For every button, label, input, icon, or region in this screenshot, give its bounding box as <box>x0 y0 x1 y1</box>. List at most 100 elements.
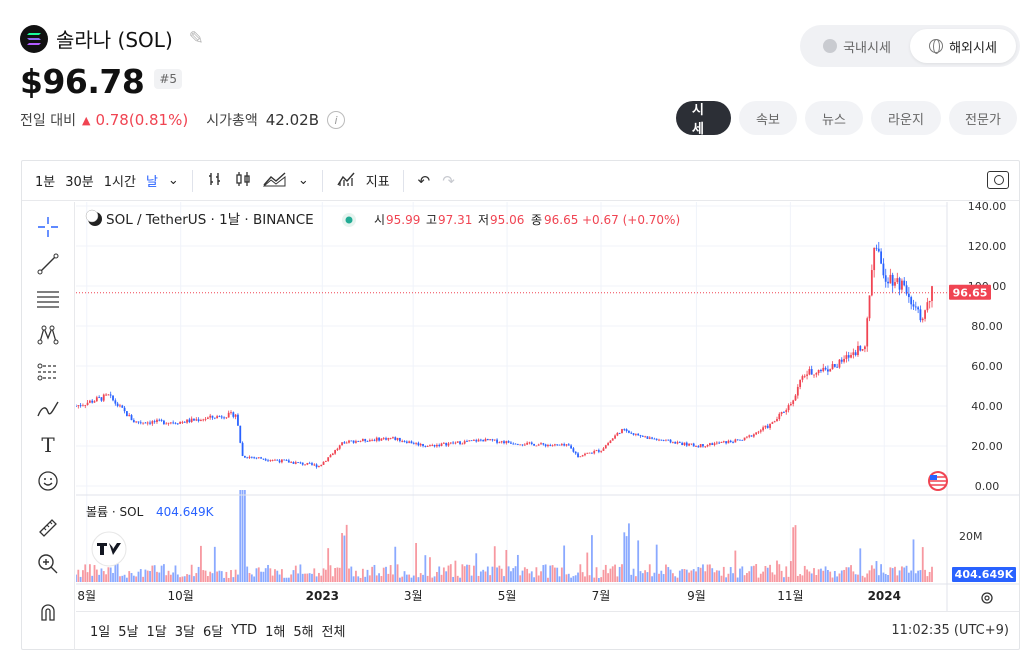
volume-bar <box>870 565 873 582</box>
volume-bar <box>429 557 431 582</box>
candle-body <box>623 429 626 430</box>
camera-snapshot-icon[interactable] <box>987 171 1009 189</box>
interval-dropdown-chevron-icon[interactable]: ⌄ <box>167 173 179 188</box>
volume-bar <box>132 575 135 582</box>
volume-bar <box>928 571 931 582</box>
candle-body <box>186 419 188 423</box>
range-5d[interactable]: 5날 <box>118 625 139 640</box>
volume-bar <box>787 576 790 582</box>
volume-bar <box>796 575 799 582</box>
candle-body <box>711 443 714 445</box>
tab-expert[interactable]: 전문가 <box>949 101 1017 135</box>
volume-bar <box>216 571 219 582</box>
candle-body <box>264 459 267 461</box>
price-chart[interactable]: 140.00120.00100.0080.0060.0040.0020.000.… <box>76 202 1020 612</box>
last-price-label-bg <box>949 284 991 300</box>
volume-bar <box>868 570 871 582</box>
crosshair-icon[interactable] <box>35 214 61 240</box>
candle-body <box>577 453 579 458</box>
text-tool-icon[interactable]: T <box>41 433 55 457</box>
tab-lounge[interactable]: 라운지 <box>871 101 941 135</box>
us-flag-icon[interactable] <box>928 471 948 491</box>
volume-bar <box>433 576 436 582</box>
volume-bar <box>542 565 545 582</box>
candle-body <box>209 415 212 418</box>
pencil-edit-icon[interactable]: ✎ <box>188 28 204 49</box>
candle-body <box>144 422 147 424</box>
volume-bar <box>540 571 542 582</box>
candle-body <box>459 441 461 444</box>
interval-1m[interactable]: 1분 <box>35 175 56 190</box>
candle-body <box>438 444 441 446</box>
redo-icon[interactable]: ↷ <box>442 171 455 190</box>
magnet-icon[interactable] <box>35 599 61 625</box>
tab-price[interactable]: 시세 <box>676 101 731 137</box>
ruler-icon[interactable] <box>35 515 61 541</box>
trend-line-icon[interactable] <box>35 251 61 277</box>
volume-bar <box>544 564 547 582</box>
range-all[interactable]: 전체 <box>321 625 346 640</box>
content-tabs: 시세 속보 뉴스 라운지 전문가 <box>676 101 1017 137</box>
interval-30m[interactable]: 30분 <box>65 175 94 190</box>
indicators-icon[interactable] <box>331 171 361 191</box>
area-chart-icon[interactable] <box>257 171 293 191</box>
volume-bar <box>320 575 323 582</box>
candlestick-icon[interactable] <box>229 171 257 191</box>
candle-body <box>558 444 561 446</box>
candle-body <box>429 445 431 447</box>
volume-bar <box>445 571 448 582</box>
volume-bar <box>343 535 346 582</box>
timezone-clock[interactable]: 11:02:35 (UTC+9) <box>891 623 1009 638</box>
candle-body <box>604 445 607 449</box>
range-1d[interactable]: 1일 <box>90 625 111 640</box>
candle-body <box>396 437 399 440</box>
candle-body <box>702 444 704 447</box>
settings-gear-icon[interactable] <box>981 592 993 604</box>
candle-body <box>833 364 836 367</box>
range-ytd[interactable]: YTD <box>231 623 258 638</box>
volume-bar <box>355 570 357 582</box>
candle-body <box>398 437 401 442</box>
price-axis[interactable]: 140.00120.00100.0080.0060.0040.0020.000.… <box>968 202 1007 493</box>
bar-chart-icon[interactable] <box>201 171 229 191</box>
tab-breaking-news[interactable]: 속보 <box>739 101 797 135</box>
pattern-icon[interactable] <box>35 322 61 348</box>
candle-body <box>489 439 492 441</box>
tab-news[interactable]: 뉴스 <box>805 101 863 135</box>
undo-icon[interactable]: ↶ <box>417 171 431 190</box>
emoji-icon[interactable] <box>35 468 61 494</box>
range-1y[interactable]: 1해 <box>265 625 286 640</box>
overseas-market-button[interactable]: 해외시세 <box>910 29 1016 63</box>
candle-body <box>688 443 690 446</box>
volume-bar <box>482 569 485 582</box>
interval-1d[interactable]: 날 <box>145 175 158 190</box>
prediction-icon[interactable] <box>35 359 61 385</box>
volume-bar <box>755 564 758 582</box>
range-1m[interactable]: 1달 <box>146 625 167 640</box>
volume-bar <box>516 554 519 582</box>
info-icon[interactable]: i <box>326 111 345 129</box>
volume-bar <box>757 577 760 582</box>
indicators-label[interactable]: 지표 <box>365 175 390 190</box>
candle-body <box>896 278 899 283</box>
candle-body <box>810 369 813 375</box>
fib-retracement-icon[interactable] <box>35 286 61 312</box>
volume-bar <box>262 571 265 582</box>
range-3m[interactable]: 3달 <box>174 625 195 640</box>
volume-bar <box>470 575 473 582</box>
domestic-market-button[interactable]: 국내시세 <box>804 29 910 63</box>
range-5y[interactable]: 5해 <box>293 625 314 640</box>
tradingview-logo-icon[interactable] <box>91 531 127 567</box>
volume-bar <box>628 523 630 582</box>
interval-1h[interactable]: 1시간 <box>103 175 136 190</box>
range-bar: 1일 5날 1달 3달 6달 YTD 1해 5해 전체 11:02:35 (UT… <box>76 611 1019 649</box>
chart-type-chevron-icon[interactable]: ⌄ <box>297 173 309 188</box>
volume-bar <box>121 575 124 582</box>
range-6m[interactable]: 6달 <box>202 625 224 640</box>
zoom-in-icon[interactable] <box>35 551 61 577</box>
brush-icon[interactable] <box>35 396 61 422</box>
candle-body <box>773 421 776 423</box>
candle-body <box>813 374 815 376</box>
time-axis[interactable]: 8월 10월 2023 3월 5월 7월 9월 11월 2024 <box>77 589 901 603</box>
volume-bar <box>729 567 732 582</box>
